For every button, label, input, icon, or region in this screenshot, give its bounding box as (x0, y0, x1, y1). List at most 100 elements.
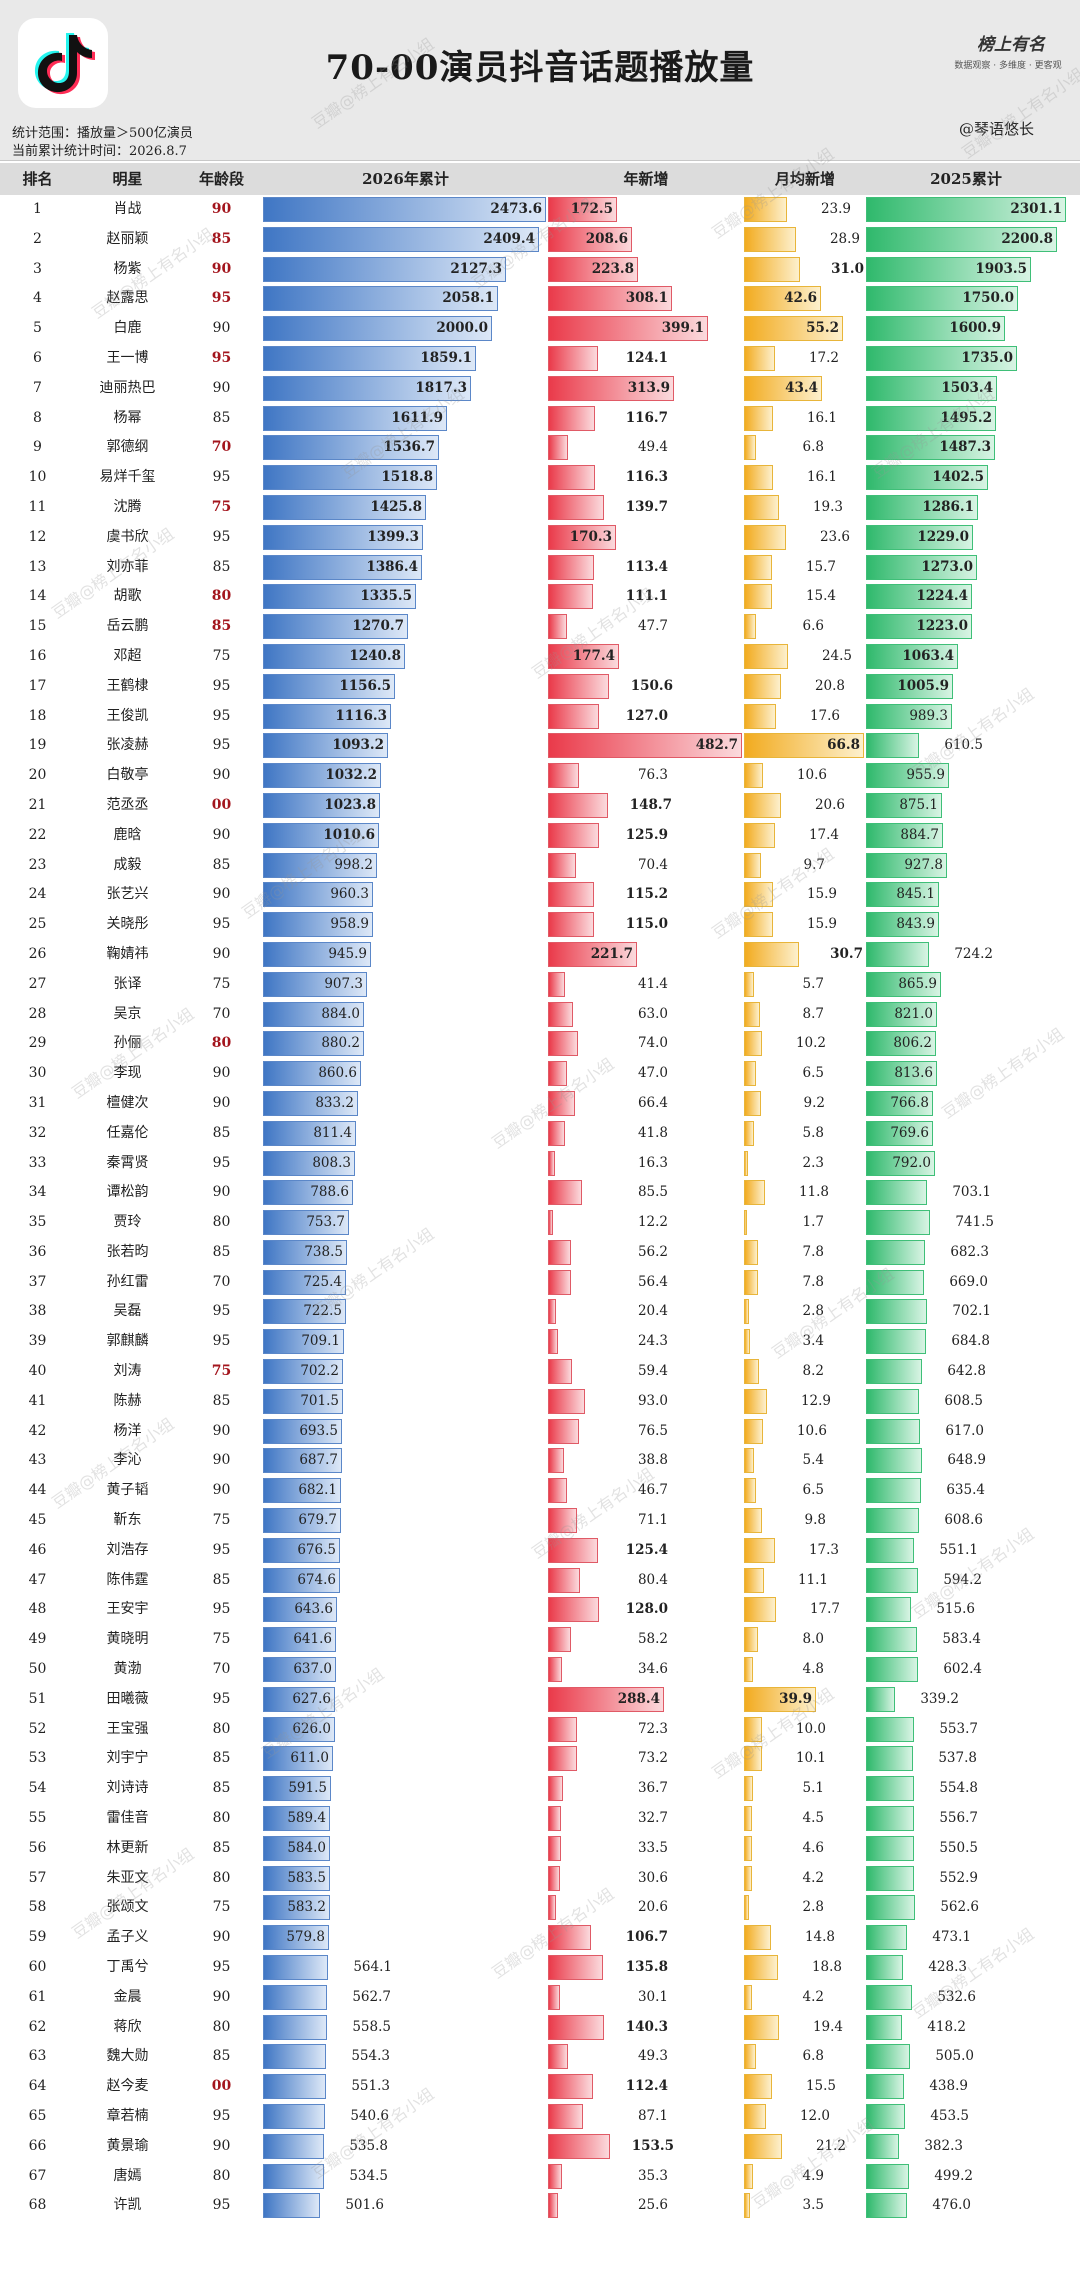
rank-cell: 1 (33, 201, 42, 217)
age-cell: 75 (211, 1363, 232, 1380)
total2025-value: 1600.9 (949, 320, 1001, 337)
rank-cell: 6 (33, 349, 42, 366)
scope-note: 统计范围：播放量＞500亿演员 (12, 126, 193, 141)
total2026-cell: 1518.8 (263, 465, 546, 491)
total2026-bar (263, 1299, 346, 1325)
year-new-bar (548, 2133, 610, 2159)
year-new-bar (548, 1239, 571, 1265)
total2025-bar (866, 405, 996, 431)
monthly-new-value: 4.9 (802, 2167, 824, 2184)
name-cell: 任嘉伦 (106, 1124, 149, 1141)
age-cell: 75 (212, 975, 231, 992)
monthly-new-value: 66.8 (827, 737, 860, 754)
rank-cell: 41 (28, 1392, 47, 1409)
total2025-value: 1495.2 (940, 409, 992, 426)
year-new-cell: 106.7 (548, 1925, 742, 1951)
year-new-bar (548, 792, 608, 818)
total2025-bar (866, 1210, 930, 1236)
total2025-value: 505.0 (935, 2048, 974, 2065)
total2025-bar (866, 971, 941, 997)
rank-cell: 34 (28, 1184, 47, 1201)
year-new-cell: 59.4 (548, 1359, 742, 1385)
table-row: 56 林更新 85 584.0 33.5 4.6 550.5 (0, 1834, 1080, 1864)
year-new-value: 125.4 (625, 1541, 668, 1558)
monthly-new-cell: 6.8 (744, 2044, 864, 2070)
monthly-new-bar (744, 733, 864, 759)
total2026-cell: 958.9 (263, 912, 546, 938)
total2025-cell: 1402.5 (866, 465, 1066, 491)
year-new-bar (548, 941, 637, 967)
monthly-new-cell: 8.2 (744, 1359, 864, 1385)
total2025-cell: 1229.0 (866, 524, 1066, 550)
total2026-cell: 2127.3 (263, 256, 546, 282)
year-new-bar (548, 1806, 561, 1832)
rank-cell: 5 (33, 320, 42, 337)
monthly-new-cell: 7.8 (744, 1239, 864, 1265)
year-new-bar (548, 375, 674, 401)
total2025-bar (866, 2104, 905, 2129)
monthly-new-bar (744, 1925, 771, 1951)
table-row: 48 王安宇 95 643.6 128.0 17.7 515.6 (0, 1595, 1080, 1625)
age-cell: 80 (212, 1720, 231, 1737)
year-new-value: 115.0 (625, 916, 668, 933)
monthly-new-value: 7.8 (802, 1243, 824, 1260)
monthly-new-value: 4.2 (802, 1988, 824, 2005)
table-row: 61 金晨 90 562.7 30.1 4.2 532.6 (0, 1983, 1080, 2013)
year-new-cell: 124.1 (548, 345, 742, 371)
name-cell: 林更新 (106, 1839, 149, 1856)
name-cell: 雷佳音 (106, 1810, 149, 1827)
rank-cell: 21 (28, 796, 47, 813)
total2025-bar (866, 1895, 915, 1921)
monthly-new-value: 5.8 (802, 1124, 824, 1141)
total2025-value: 792.0 (892, 1154, 931, 1171)
monthly-new-bar (744, 614, 756, 640)
monthly-new-cell: 7.8 (744, 1269, 864, 1295)
year-new-cell: 153.5 (548, 2133, 742, 2159)
total2025-cell: 1005.9 (866, 673, 1066, 699)
monthly-new-bar (744, 1061, 756, 1087)
total2025-value: 884.7 (900, 826, 939, 843)
age-cell: 95 (212, 1690, 231, 1707)
monthly-new-value: 4.2 (802, 1869, 824, 1886)
monthly-new-cell: 23.6 (744, 524, 864, 550)
year-new-cell: 76.5 (548, 1418, 742, 1444)
year-new-cell: 41.8 (548, 1120, 742, 1146)
total2026-value: 627.6 (292, 1690, 331, 1707)
monthly-new-bar (744, 882, 773, 908)
total2026-value: 1010.6 (323, 826, 375, 843)
monthly-new-bar (744, 1806, 752, 1832)
total2025-cell: 875.1 (866, 792, 1066, 818)
col-rank: 排名 (22, 170, 53, 188)
total2026-value: 2409.4 (483, 230, 535, 247)
total2025-value: 2301.1 (1010, 201, 1062, 217)
total2026-value: 880.2 (321, 1035, 360, 1052)
total2025-cell: 608.6 (866, 1508, 1066, 1534)
monthly-new-bar (744, 1031, 762, 1057)
monthly-new-cell: 66.8 (744, 733, 864, 759)
year-new-bar (548, 2104, 583, 2129)
year-new-cell: 170.3 (548, 524, 742, 550)
total2026-bar (263, 1984, 327, 2010)
total2025-cell: 884.7 (866, 822, 1066, 848)
monthly-new-cell: 6.8 (744, 435, 864, 461)
monthly-new-bar (744, 1746, 762, 1772)
age-cell: 80 (212, 2167, 231, 2184)
age-cell: 90 (212, 1094, 231, 1111)
total2026-bar (263, 643, 405, 669)
monthly-new-cell: 15.4 (744, 584, 864, 610)
monthly-new-cell: 10.2 (744, 1031, 864, 1057)
year-new-value: 112.4 (625, 2078, 668, 2095)
total2026-cell: 643.6 (263, 1597, 546, 1623)
year-new-value: 177.4 (572, 647, 615, 664)
rank-cell: 53 (28, 1750, 47, 1767)
monthly-new-bar (744, 2074, 772, 2100)
monthly-new-cell: 6.5 (744, 1061, 864, 1087)
age-cell: 95 (212, 469, 231, 486)
monthly-new-value: 14.8 (804, 1929, 835, 1946)
total2025-value: 1487.3 (939, 439, 991, 456)
total2026-cell: 551.3 (263, 2074, 546, 2100)
total2026-cell: 687.7 (263, 1448, 546, 1474)
age-cell: 70 (212, 1273, 231, 1290)
name-cell: 刘宇宁 (106, 1750, 149, 1767)
total2026-cell: 722.5 (263, 1299, 546, 1325)
